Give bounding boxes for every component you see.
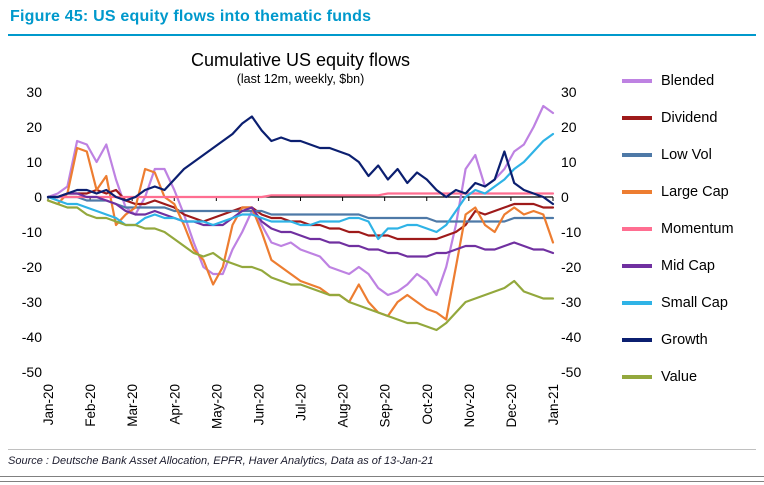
x-axis-label: Feb-20 <box>83 384 98 427</box>
legend-item-mid-cap: Mid Cap <box>622 247 760 284</box>
legend-item-blended: Blended <box>622 62 760 99</box>
chart-subtitle: (last 12m, weekly, $bn) <box>236 72 365 86</box>
y-axis-label-right: 30 <box>561 86 577 100</box>
x-axis-label: Sep-20 <box>378 384 393 428</box>
legend-item-small-cap: Small Cap <box>622 284 760 321</box>
y-axis-label-left: -30 <box>22 294 42 310</box>
legend-item-low-vol: Low Vol <box>622 136 760 173</box>
header-rule <box>8 34 756 36</box>
legend-swatch-growth <box>622 337 652 342</box>
x-axis-label: Dec-20 <box>504 384 519 428</box>
legend-item-large-cap: Large Cap <box>622 173 760 210</box>
legend-swatch-large-cap <box>622 189 652 194</box>
y-axis-label-right: -10 <box>561 224 581 240</box>
y-axis-label-left: -50 <box>22 364 42 380</box>
y-axis-label-right: -40 <box>561 329 581 345</box>
legend: Blended Dividend Low Vol Large Cap Momentum M… <box>622 62 760 395</box>
legend-swatch-blended <box>622 78 652 83</box>
y-axis-label-right: -20 <box>561 259 581 275</box>
legend-swatch-value <box>622 374 652 379</box>
legend-item-value: Value <box>622 358 760 395</box>
series-line-growth <box>46 115 555 206</box>
legend-label: Low Vol <box>661 146 712 163</box>
x-axis-label: Oct-20 <box>420 384 435 425</box>
series-line-large-cap <box>46 146 555 321</box>
bottom-rule <box>0 476 764 482</box>
y-axis-label-right: 0 <box>561 189 569 205</box>
legend-swatch-momentum <box>622 226 652 231</box>
legend-label: Dividend <box>661 109 718 126</box>
series-line-mid-cap <box>46 192 555 258</box>
series-line-value <box>46 199 555 332</box>
y-axis-label-left: 10 <box>26 154 42 170</box>
legend-item-dividend: Dividend <box>622 99 760 136</box>
legend-label: Value <box>661 368 698 385</box>
y-axis-label-right: -30 <box>561 294 581 310</box>
x-axis-label: Jan-21 <box>546 384 561 425</box>
y-axis-label-left: 20 <box>26 119 42 135</box>
legend-swatch-low-vol <box>622 152 652 157</box>
legend-item-momentum: Momentum <box>622 210 760 247</box>
figure-header: Figure 45: US equity flows into thematic… <box>10 8 754 26</box>
y-axis-label-left: -10 <box>22 224 42 240</box>
series-line-dividend <box>46 188 555 241</box>
y-axis-label-left: -20 <box>22 259 42 275</box>
legend-label: Small Cap <box>661 294 728 311</box>
figure-title: Figure 45: US equity flows into thematic… <box>10 8 372 25</box>
y-axis-label-right: 10 <box>561 154 577 170</box>
series-line-low-vol <box>46 195 555 223</box>
y-axis-label-left: 30 <box>26 86 42 100</box>
x-axis-label: Mar-20 <box>125 384 140 427</box>
x-axis-label: Jul-20 <box>294 384 309 421</box>
x-axis-label: Jun-20 <box>251 384 266 425</box>
x-axis-label: Aug-20 <box>336 384 351 428</box>
y-axis-label-right: -50 <box>561 364 581 380</box>
legend-swatch-small-cap <box>622 300 652 305</box>
chart-plot: Jan-20 Feb-20 Mar-20 Apr-20 May-20 Jun-20 Jul-… <box>22 86 582 429</box>
x-axis-label: Apr-20 <box>167 384 182 425</box>
y-axis-label-left: 0 <box>34 189 42 205</box>
source-text: Source : Deutsche Bank Asset Allocation,… <box>8 449 756 467</box>
legend-label: Blended <box>661 72 715 89</box>
x-axis-label: Jan-20 <box>41 384 56 425</box>
chart-title: Cumulative US equity flows <box>190 50 411 70</box>
legend-swatch-mid-cap <box>622 263 652 268</box>
x-axis-label: May-20 <box>209 384 224 429</box>
y-axis-label-left: -40 <box>22 329 42 345</box>
legend-label: Growth <box>661 331 708 348</box>
legend-label: Large Cap <box>661 183 729 200</box>
legend-swatch-dividend <box>622 115 652 120</box>
legend-label: Mid Cap <box>661 257 715 274</box>
legend-label: Momentum <box>661 220 734 237</box>
legend-item-growth: Growth <box>622 321 760 358</box>
x-axis-label: Nov-20 <box>462 384 477 428</box>
y-axis-label-right: 20 <box>561 119 577 135</box>
